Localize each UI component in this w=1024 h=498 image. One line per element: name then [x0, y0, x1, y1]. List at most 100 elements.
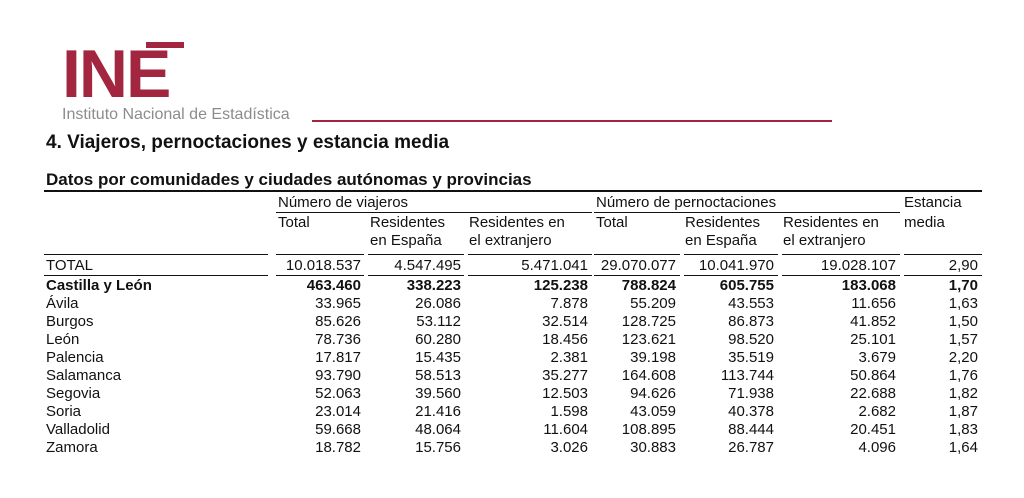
- row-value-v2: 15.435: [415, 349, 461, 366]
- logo-text: INE: [62, 36, 171, 112]
- ine-logo: INE Instituto Nacional de Estadística: [62, 40, 842, 130]
- header-bottom-rule-6: [684, 254, 778, 255]
- row-label: Salamanca: [46, 367, 122, 384]
- header-res-espana-viajeros: Residentes en España: [370, 214, 445, 250]
- row-value-v3: 2.381: [550, 349, 588, 366]
- table-row: León 78.736 60.280 18.456 123.621 98.520 25.10…: [44, 331, 982, 349]
- row-label: Valladolid: [46, 421, 110, 438]
- total-row-rule: [782, 275, 900, 276]
- row-value-v1: 463.460: [306, 277, 361, 294]
- header-bottom-rule-1: [44, 254, 268, 255]
- row-value-v4: 108.895: [621, 421, 676, 438]
- row-value-v5: 113.744: [720, 367, 774, 384]
- table-row: Soria 23.014 21.416 1.598 43.059 40.378 2.682 1…: [44, 403, 982, 421]
- row-value-v7: 2,20: [948, 349, 978, 366]
- total-row-rule: [904, 275, 982, 276]
- row-value-v4: 43.059: [630, 403, 676, 420]
- row-value-v5: 40.378: [728, 403, 774, 420]
- row-value-v3: 125.238: [533, 277, 588, 294]
- row-value-v2: 338.223: [406, 277, 461, 294]
- header-bottom-rule-2: [276, 254, 364, 255]
- header-bottom-rule-4: [468, 254, 592, 255]
- header-res-espana-pernoctaciones: Residentes en España: [685, 214, 760, 250]
- row-value-v1: 33.965: [315, 295, 361, 312]
- header-res-espana-pernoctaciones-line1: Residentes: [685, 214, 761, 231]
- row-value-v6: 20.451: [850, 421, 896, 438]
- row-value-v7: 2,90: [948, 257, 978, 274]
- row-value-v4: 30.883: [630, 439, 676, 456]
- row-value-v7: 1,70: [948, 277, 978, 294]
- row-value-v2: 26.086: [415, 295, 461, 312]
- row-value-v7: 1,50: [948, 313, 978, 330]
- logo-mark: INE: [62, 40, 184, 108]
- row-value-v4: 55.209: [630, 295, 676, 312]
- header-res-espana-viajeros-line1: Residentes: [370, 214, 446, 231]
- table-row: Burgos 85.626 53.112 32.514 128.725 86.873 41.…: [44, 313, 982, 331]
- row-value-v1: 78.736: [315, 331, 361, 348]
- row-value-v1: 85.626: [315, 313, 361, 330]
- row-value-v7: 1,87: [948, 403, 978, 420]
- row-value-v7: 1,82: [948, 385, 978, 402]
- row-value-v7: 1,57: [948, 331, 978, 348]
- row-value-v4: 164.608: [621, 367, 676, 384]
- row-value-v4: 128.725: [621, 313, 676, 330]
- row-value-v3: 35.277: [542, 367, 588, 384]
- total-row-rule: [684, 275, 778, 276]
- table-top-rule: [44, 190, 982, 192]
- row-label: Soria: [46, 403, 82, 420]
- table-row: Castilla y León 463.460 338.223 125.238 788.…: [44, 277, 982, 295]
- header-total-pernoctaciones: Total: [596, 214, 628, 231]
- row-value-v5: 88.444: [728, 421, 774, 438]
- table-row: Zamora 18.782 15.756 3.026 30.883 26.787 4.096…: [44, 439, 982, 457]
- row-label: Zamora: [46, 439, 98, 456]
- row-value-v3: 12.503: [542, 385, 588, 402]
- header-pernoctaciones-rule: [594, 212, 900, 213]
- row-value-v1: 10.018.537: [285, 257, 361, 274]
- row-value-v3: 32.514: [542, 313, 588, 330]
- total-row-rule: [468, 275, 592, 276]
- total-row-rule: [44, 275, 268, 276]
- row-value-v7: 1,63: [948, 295, 978, 312]
- header-viajeros: Número de viajeros: [278, 194, 409, 211]
- row-value-v6: 50.864: [850, 367, 896, 384]
- header-res-extr-pernoctaciones-line2: el extranjero: [783, 232, 866, 249]
- table-row: Ávila 33.965 26.086 7.878 55.209 43.553 11.656…: [44, 295, 982, 313]
- row-value-v6: 183.068: [841, 277, 896, 294]
- row-label: Castilla y León: [46, 277, 152, 294]
- header-estancia-1: Estancia: [904, 194, 962, 211]
- header-bottom-rule-3: [368, 254, 464, 255]
- row-value-v1: 17.817: [315, 349, 361, 366]
- row-label: Palencia: [46, 349, 104, 366]
- header-pernoctaciones: Número de pernoctaciones: [596, 194, 777, 211]
- row-value-v5: 35.519: [728, 349, 774, 366]
- row-value-v1: 59.668: [315, 421, 361, 438]
- row-value-v2: 53.112: [416, 313, 461, 330]
- header-res-extr-viajeros-line1: Residentes en: [469, 214, 565, 231]
- row-label: Burgos: [46, 313, 94, 330]
- header-res-espana-pernoctaciones-line2: en España: [685, 232, 757, 249]
- row-value-v3: 3.026: [550, 439, 588, 456]
- header-estancia-2: media: [904, 214, 945, 231]
- table-row: Salamanca 93.790 58.513 35.277 164.608 113.74…: [44, 367, 982, 385]
- row-value-v5: 86.873: [728, 313, 774, 330]
- row-label: TOTAL: [46, 257, 93, 274]
- row-value-v2: 39.560: [415, 385, 461, 402]
- row-value-v2: 48.064: [415, 421, 461, 438]
- row-value-v2: 60.280: [415, 331, 461, 348]
- row-value-v5: 26.787: [728, 439, 774, 456]
- header-res-extr-pernoctaciones-line1: Residentes en: [783, 214, 879, 231]
- row-value-v4: 788.824: [621, 277, 676, 294]
- row-value-v2: 58.513: [415, 367, 461, 384]
- row-value-v7: 1,83: [948, 421, 978, 438]
- total-row-rule: [594, 275, 680, 276]
- table-row: Segovia 52.063 39.560 12.503 94.626 71.938 22.…: [44, 385, 982, 403]
- row-value-v5: 71.938: [728, 385, 774, 402]
- table-row: Palencia 17.817 15.435 2.381 39.198 35.519 3.6…: [44, 349, 982, 367]
- logo-accent-bar: [146, 42, 184, 48]
- row-label: Ávila: [46, 295, 79, 312]
- logo-rule: [312, 120, 832, 122]
- header-bottom-rule-5: [594, 254, 680, 255]
- row-value-v6: 2.682: [858, 403, 896, 420]
- row-value-v1: 23.014: [315, 403, 361, 420]
- row-value-v1: 52.063: [315, 385, 361, 402]
